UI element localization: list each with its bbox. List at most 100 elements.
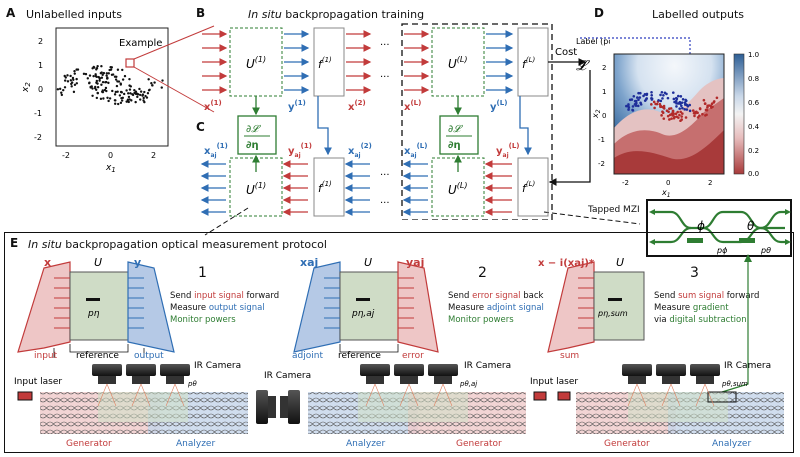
scatter-point xyxy=(675,102,678,105)
scatter-point xyxy=(627,103,630,106)
scatter-point xyxy=(138,93,142,97)
chip1-ptheta: pθ xyxy=(187,380,197,388)
mzi-theta: θ xyxy=(747,219,755,233)
scatter-point xyxy=(695,110,698,114)
scatter-point xyxy=(704,108,708,112)
scatter-point xyxy=(89,86,92,89)
scatter-point xyxy=(658,102,662,106)
scatter-point xyxy=(108,97,112,100)
scatter-point xyxy=(650,93,653,97)
scatter-point xyxy=(100,71,103,74)
cbar-tick-2: 0.6 xyxy=(748,99,760,107)
scatter-point xyxy=(675,115,679,118)
chip1-analyzer: Analyzer xyxy=(176,439,215,449)
scatter-point xyxy=(632,94,636,98)
a-xtick-1: 0 xyxy=(108,151,113,160)
backward-out-arrows-1 xyxy=(200,160,226,216)
scatter-point xyxy=(122,92,126,96)
step-segment: gradient xyxy=(692,303,729,313)
protocol-block-2: pη,aj U xaj yaj adjoint reference error xyxy=(292,256,439,361)
scatter-point xyxy=(100,83,103,86)
scatter-point xyxy=(660,114,663,117)
protocol-block-3: pη,sum U x − i(xaj)* sum xyxy=(538,256,645,361)
d-ytick-1: 1 xyxy=(602,88,606,96)
scatter-point xyxy=(95,79,99,83)
scatter-point xyxy=(146,92,150,95)
block1-p: pη xyxy=(87,309,100,319)
scatter-point xyxy=(660,90,664,94)
block1-output-lines xyxy=(128,277,144,329)
scatter-point xyxy=(143,100,146,104)
scatter-point xyxy=(130,99,133,102)
d-xlabel: x1 xyxy=(661,188,671,198)
step-line: Send error signal back xyxy=(448,290,544,302)
step-segment: output signal xyxy=(208,303,265,313)
scatter-point xyxy=(674,96,678,100)
mzi-feedback-line xyxy=(721,260,749,393)
grad-den-L: ∂η xyxy=(448,140,461,151)
panel-a-scatter: Example 2 1 0 -1 -2 -2 0 2 x1 x2 xyxy=(21,27,169,174)
scatter-point xyxy=(153,81,156,84)
d-ytick-2: 0 xyxy=(602,112,606,120)
ir-camera-1: IR Camera xyxy=(194,361,241,371)
scatter-point xyxy=(631,105,635,108)
panel-b-title-italic: In situ xyxy=(248,8,282,21)
scatter-point xyxy=(627,108,630,111)
scatter-point xyxy=(680,101,684,104)
scatter-point xyxy=(101,80,105,84)
scatter-point xyxy=(98,76,101,80)
scatter-point xyxy=(698,107,702,111)
scatter-point xyxy=(691,109,695,112)
scatter-point xyxy=(703,102,707,106)
step-segment: adjoint signal xyxy=(486,303,544,313)
scatter-point xyxy=(82,72,86,76)
mzi-phase-phi xyxy=(687,238,703,243)
example-box xyxy=(125,58,135,68)
scatter-point xyxy=(672,116,676,120)
scatter-point xyxy=(139,98,142,101)
a-ylabel: x2 xyxy=(21,82,32,93)
error-triangle xyxy=(397,261,439,353)
scatter-point xyxy=(73,72,76,75)
scatter-point xyxy=(120,99,124,102)
block2-pdetector xyxy=(356,298,370,301)
y1-to-c-arrow xyxy=(317,96,332,156)
scatter-point xyxy=(95,96,99,100)
grad-box-L xyxy=(439,115,479,155)
scatter-point xyxy=(668,118,671,121)
scatter-point xyxy=(127,92,130,95)
block3-p: pη,sum xyxy=(597,309,628,318)
scatter-point xyxy=(671,110,675,113)
scatter-point xyxy=(70,81,74,84)
step-line: Measure gradient xyxy=(654,302,759,314)
cbar-tick-3: 0.4 xyxy=(748,123,760,131)
scatter-point xyxy=(72,78,75,81)
scatter-point xyxy=(73,83,77,87)
scatter-point xyxy=(639,103,643,106)
scatter-point xyxy=(141,93,145,96)
stage-L-highlight xyxy=(401,23,553,220)
block1-reference: reference xyxy=(76,351,119,361)
panel-d-points xyxy=(625,90,719,123)
forward-input-arrows-1 xyxy=(202,30,228,94)
scatter-point xyxy=(62,88,65,92)
scatter-point xyxy=(105,74,108,77)
chip2-beams xyxy=(365,383,453,407)
scatter-point xyxy=(134,92,138,96)
scatter-point xyxy=(121,96,125,100)
chip2-ptheta: pθ,aj xyxy=(459,380,477,388)
step-segment: Measure xyxy=(170,303,209,313)
scatter-point xyxy=(142,96,145,100)
panel-e-letter: E xyxy=(10,236,19,250)
scatter-point xyxy=(637,98,640,102)
block2-p: pη,aj xyxy=(351,309,375,319)
chip3-tap-region xyxy=(628,392,728,422)
mzi-out-arrow-1 xyxy=(785,209,791,215)
scatter-point xyxy=(107,72,110,75)
scatter-point xyxy=(665,92,668,96)
scatter-point xyxy=(642,94,645,98)
mzi-in-arrow-2 xyxy=(649,239,655,245)
U-box-3 xyxy=(593,271,645,341)
panel-a-letter: A xyxy=(6,6,16,20)
